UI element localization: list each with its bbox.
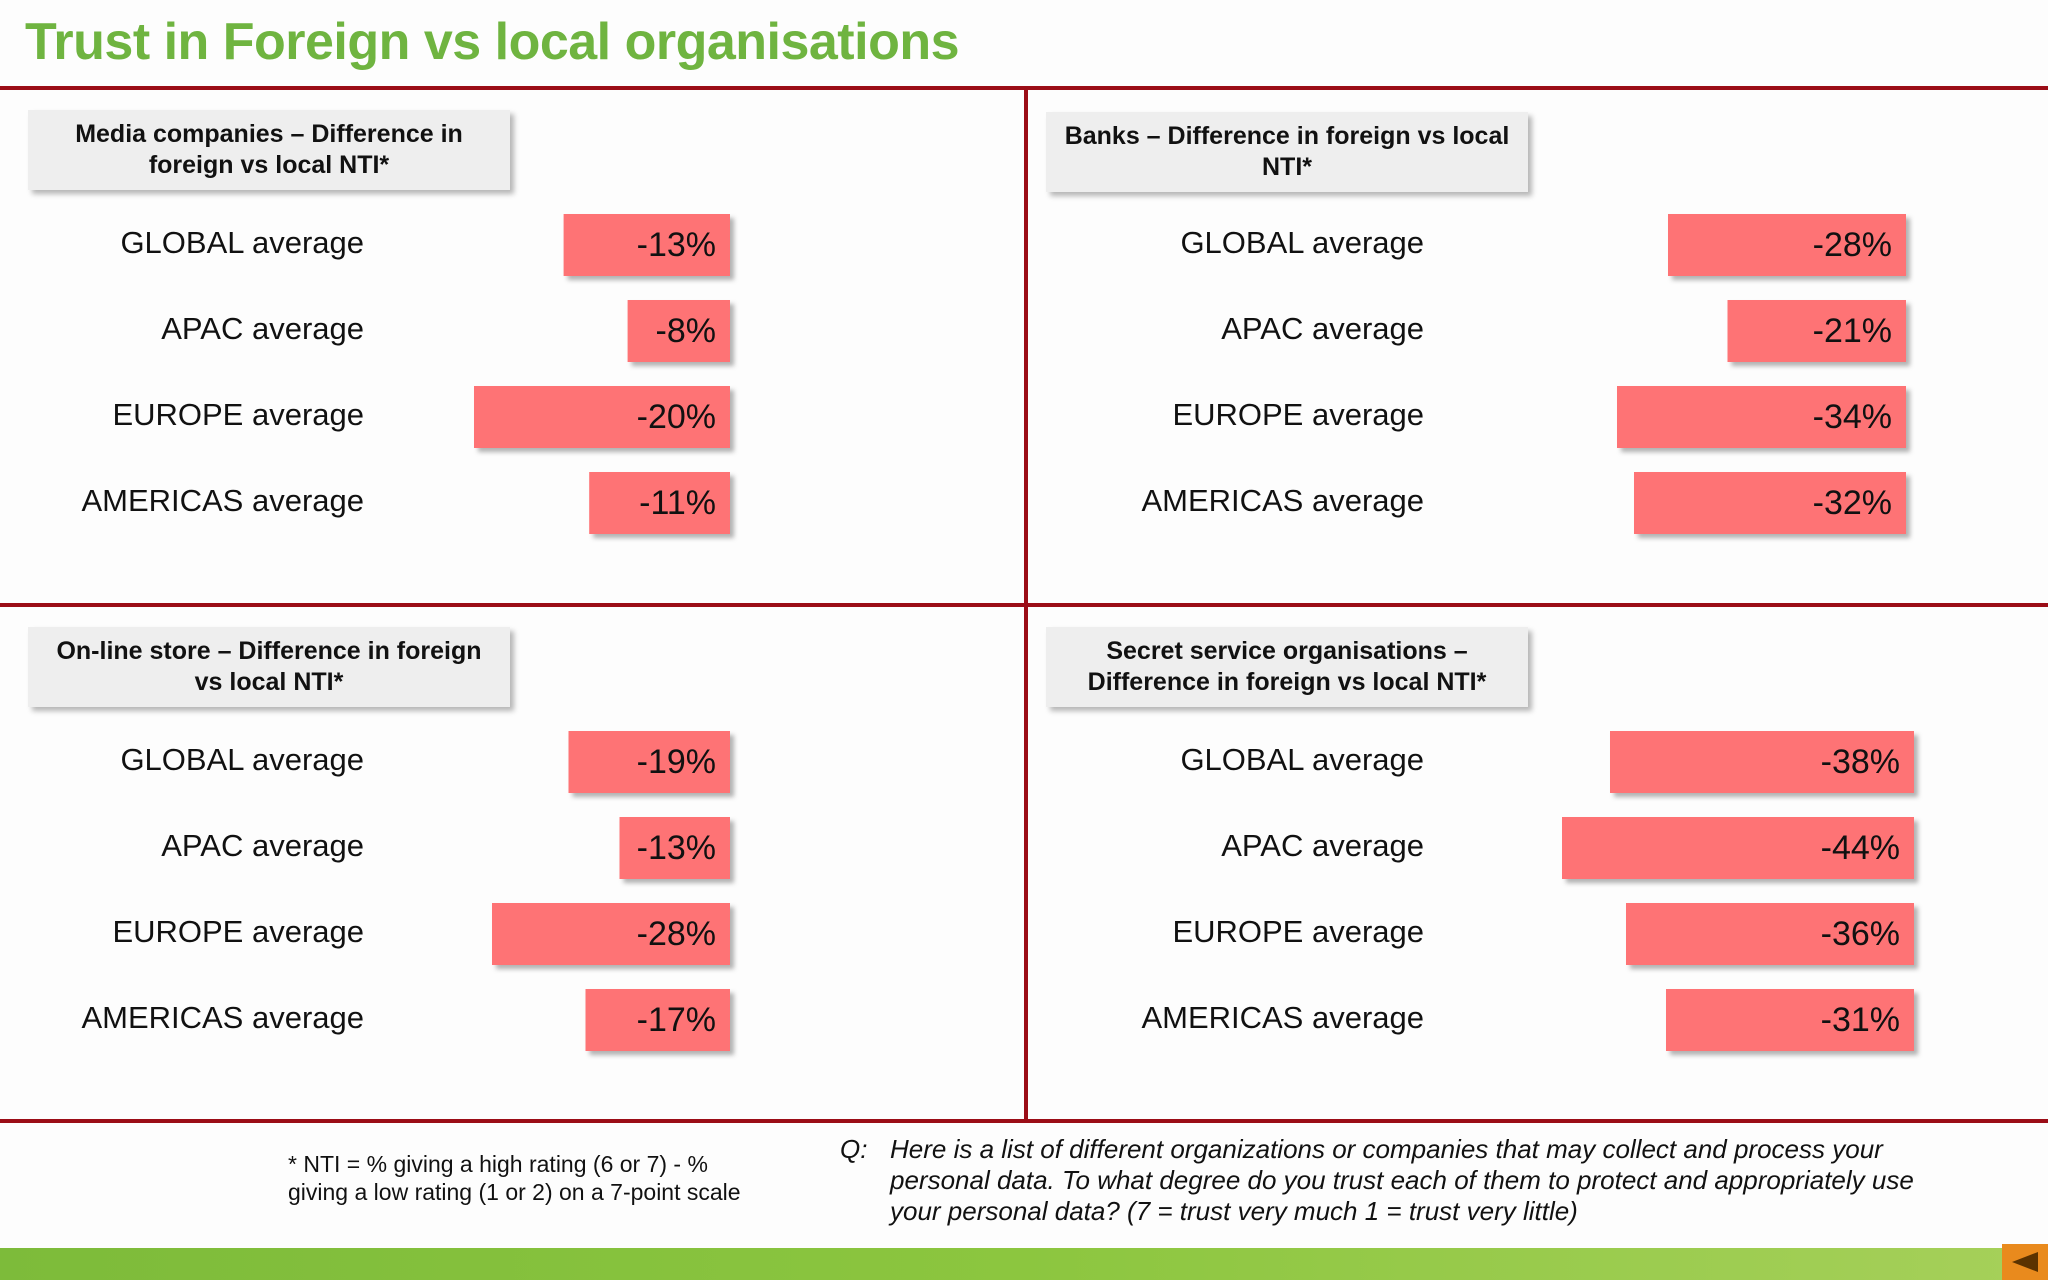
bar-global (563, 214, 730, 276)
value-label-europe: -20% (637, 398, 716, 436)
category-label-global: GLOBAL average (1180, 225, 1424, 260)
media-companies-panel: Media companies – Difference in foreign … (0, 90, 1022, 602)
value-label-americas: -17% (637, 1001, 716, 1039)
bar-europe (1617, 386, 1906, 448)
category-label-europe: EUROPE average (1172, 914, 1424, 949)
panel-title: Secret service organisations – Differenc… (1046, 627, 1528, 707)
online-store-panel: On-line store – Difference in foreign vs… (0, 607, 1022, 1119)
category-label-apac: APAC average (1221, 311, 1424, 346)
slide-title: Trust in Foreign vs local organisations (25, 13, 960, 71)
panel-title: Media companies – Difference in foreign … (28, 110, 510, 190)
value-label-americas: -11% (639, 484, 716, 522)
category-label-americas: AMERICAS average (1141, 483, 1424, 518)
bar-americas (1634, 472, 1906, 534)
bar-chart: GLOBAL average -19% APAC average -13% EUROPE… (81, 731, 730, 1051)
triangle-left-icon (2012, 1252, 2038, 1272)
bar-apac (619, 817, 730, 879)
bottom-band (0, 1248, 2048, 1280)
value-label-europe: -36% (1821, 915, 1900, 953)
value-label-americas: -31% (1821, 1001, 1900, 1039)
vertical-divider (1024, 88, 1028, 1122)
category-label-global: GLOBAL average (120, 742, 364, 777)
banks-panel: Banks – Difference in foreign vs local N… (1028, 90, 2048, 602)
bar-global (1610, 731, 1914, 793)
survey-question: Here is a list of different organization… (890, 1134, 1914, 1226)
value-label-apac: -21% (1813, 312, 1892, 350)
bar-apac (1562, 817, 1914, 879)
category-label-europe: EUROPE average (112, 397, 364, 432)
category-label-global: GLOBAL average (120, 225, 364, 260)
bar-chart: GLOBAL average -13% APAC average -8% EUROPE … (81, 214, 730, 534)
nti-footnote: * NTI = % giving a high rating (6 or 7) … (288, 1151, 741, 1205)
value-label-global: -19% (637, 743, 716, 781)
category-label-americas: AMERICAS average (1141, 1000, 1424, 1035)
bar-global (1668, 214, 1906, 276)
value-label-europe: -28% (637, 915, 716, 953)
question-prefix: Q: (840, 1134, 868, 1164)
value-label-global: -28% (1813, 226, 1892, 264)
bar-americas (585, 989, 730, 1051)
bar-chart: GLOBAL average -28% APAC average -21% EUROPE… (1141, 214, 1906, 534)
bar-europe (474, 386, 730, 448)
category-label-europe: EUROPE average (112, 914, 364, 949)
category-label-apac: APAC average (161, 311, 364, 346)
bar-apac (627, 300, 730, 362)
category-label-americas: AMERICAS average (81, 1000, 364, 1035)
category-label-europe: EUROPE average (1172, 397, 1424, 432)
panel-title: On-line store – Difference in foreign vs… (28, 627, 510, 707)
category-label-apac: APAC average (1221, 828, 1424, 863)
category-label-apac: APAC average (161, 828, 364, 863)
bar-global (568, 731, 730, 793)
value-label-apac: -13% (637, 829, 716, 867)
value-label-global: -13% (637, 226, 716, 264)
bar-apac (1727, 300, 1906, 362)
value-label-global: -38% (1821, 743, 1900, 781)
bar-americas (589, 472, 730, 534)
value-label-americas: -32% (1813, 484, 1892, 522)
previous-slide-button[interactable] (2002, 1244, 2048, 1280)
panel-title: Banks – Difference in foreign vs local N… (1046, 112, 1528, 192)
category-label-global: GLOBAL average (1180, 742, 1424, 777)
value-label-apac: -8% (656, 312, 716, 350)
bar-americas (1666, 989, 1914, 1051)
category-label-americas: AMERICAS average (81, 483, 364, 518)
value-label-europe: -34% (1813, 398, 1892, 436)
secret-service-panel: Secret service organisations – Differenc… (1028, 607, 2048, 1119)
bar-europe (492, 903, 730, 965)
bar-europe (1626, 903, 1914, 965)
bar-chart: GLOBAL average -38% APAC average -44% EUROPE… (1141, 731, 1914, 1051)
value-label-apac: -44% (1821, 829, 1900, 867)
